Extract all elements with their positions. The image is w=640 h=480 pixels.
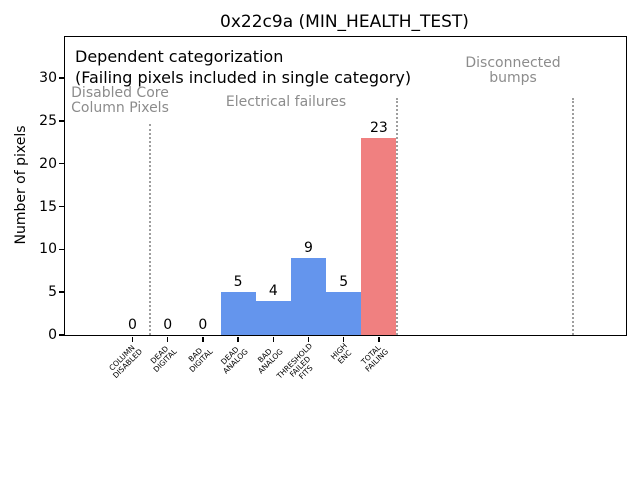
separator-dotted-line xyxy=(571,98,574,335)
bar-total-failing xyxy=(361,138,397,335)
bar-value-label: 5 xyxy=(339,274,349,291)
annotation-disconnected-bumps: Disconnected bumps xyxy=(465,55,561,86)
bar-bad-analog xyxy=(255,300,291,335)
bar-value-label: 4 xyxy=(268,282,278,299)
y-tick-mark xyxy=(58,205,64,208)
x-tick-label: COLUMN DISABLED xyxy=(106,343,144,381)
y-tick-mark xyxy=(58,291,64,293)
bar-value-label: 0 xyxy=(198,317,208,333)
y-tick-mark xyxy=(58,120,64,122)
annotation-dependent-line1: Dependent categorization xyxy=(75,47,284,66)
x-tick-mark xyxy=(237,336,239,342)
y-tick-label: 0 xyxy=(48,327,57,343)
annotation-dependent-line2: (Failing pixels included in single categ… xyxy=(75,68,412,87)
bar-value-label: 5 xyxy=(233,274,243,291)
x-tick-label: THRESHOLD FAILED FITS xyxy=(274,341,315,382)
x-tick-mark xyxy=(166,336,169,342)
x-tick-label: BAD DIGITAL xyxy=(186,345,215,375)
bar-value-label: 23 xyxy=(369,120,388,137)
y-tick-mark xyxy=(58,77,64,79)
y-tick-label: 10 xyxy=(39,241,57,258)
bar-value-label: 0 xyxy=(128,317,137,333)
y-tick-mark xyxy=(58,162,64,165)
x-tick-label: DEAD DIGITAL xyxy=(149,344,180,375)
bar-high-enc xyxy=(326,292,362,335)
x-tick-mark xyxy=(202,336,204,342)
x-tick-label: HIGH ENC xyxy=(329,341,354,366)
bar-threshold-failed-fits xyxy=(290,257,327,335)
separator-dotted-line xyxy=(149,124,152,335)
bar-dead-analog xyxy=(220,292,256,335)
x-tick-mark xyxy=(342,336,345,342)
plot-area: Dependent categorization (Failing pixels… xyxy=(39,36,627,381)
bar-value-label: 9 xyxy=(304,239,313,256)
y-tick-label: 15 xyxy=(39,198,57,215)
y-tick-label: 20 xyxy=(39,155,57,172)
y-tick-label: 5 xyxy=(48,284,57,301)
bar-value-label: 0 xyxy=(163,317,173,333)
y-tick-mark xyxy=(58,334,64,336)
annotation-dependent-categorization: Dependent categorization (Failing pixels… xyxy=(75,46,411,88)
x-tick-mark xyxy=(378,336,380,342)
y-tick-label: 25 xyxy=(39,112,57,129)
separator-dotted-line xyxy=(395,98,398,335)
annotation-disabled-core-column-pixels: Disabled Core Column Pixels xyxy=(71,85,169,116)
x-tick-mark xyxy=(131,336,134,342)
x-tick-label: TOTAL FAILING xyxy=(359,343,391,374)
y-tick-mark xyxy=(58,248,64,251)
x-tick-mark xyxy=(272,336,275,342)
x-tick-label: DEAD ANALOG xyxy=(218,344,250,376)
chart-title: 0x22c9a (MIN_HEALTH_TEST) xyxy=(220,12,469,32)
y-axis-label: Number of pixels xyxy=(13,125,29,245)
x-tick-mark xyxy=(307,336,310,342)
y-tick-label: 30 xyxy=(39,70,57,87)
annotation-electrical-failures: Electrical failures xyxy=(225,94,347,110)
